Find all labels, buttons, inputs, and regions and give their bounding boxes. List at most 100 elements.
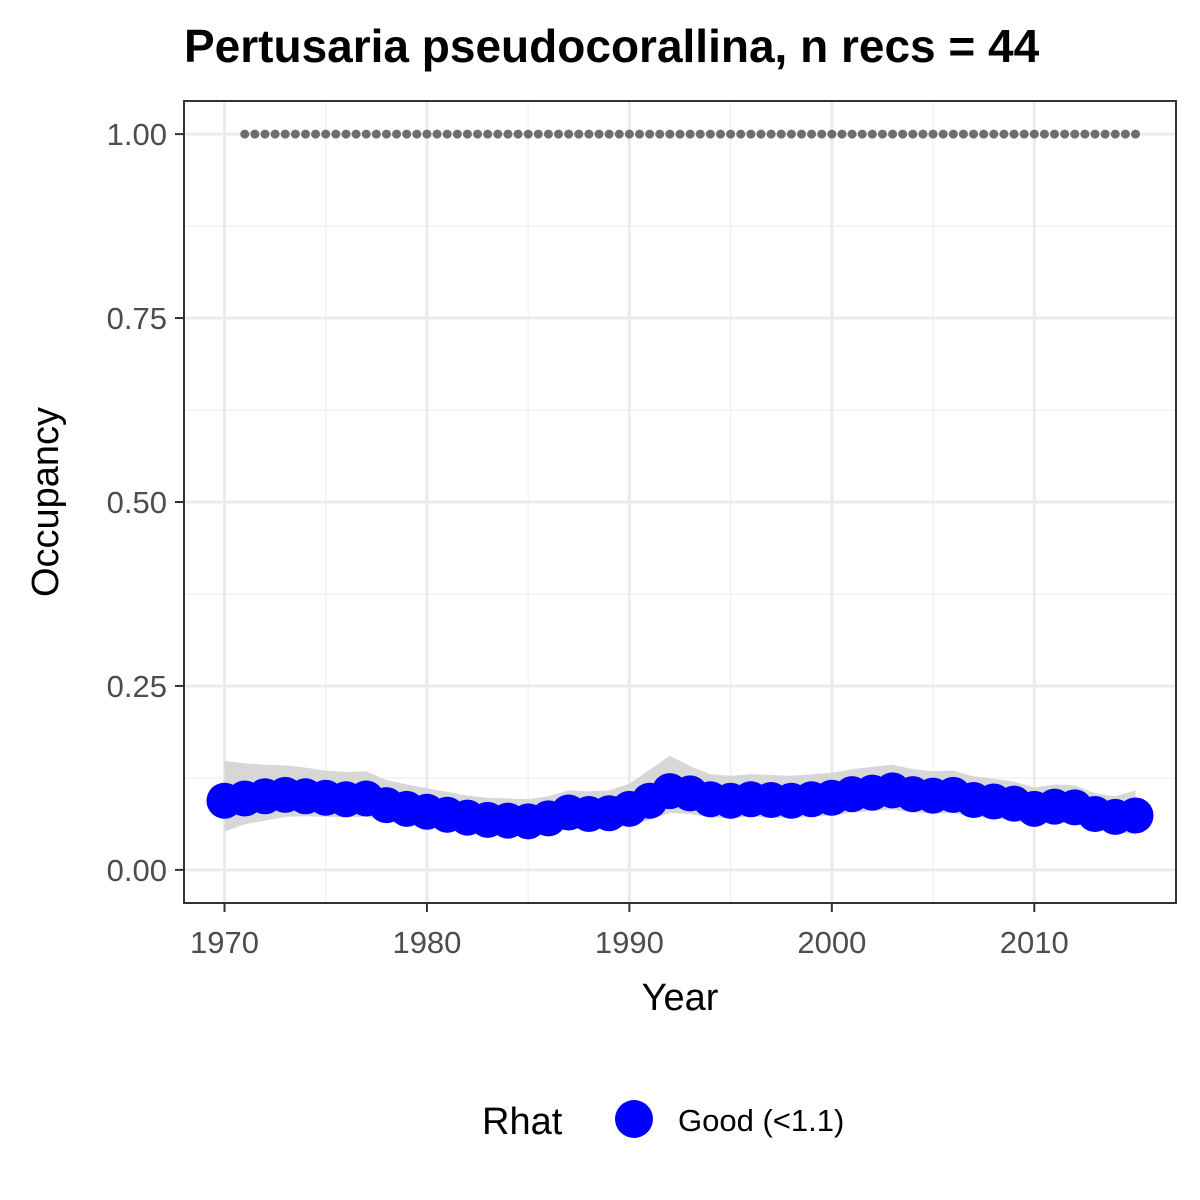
legend-title: Rhat (482, 1101, 563, 1143)
reference-dot (1070, 129, 1080, 139)
reference-dot (240, 129, 250, 139)
reference-dot (523, 129, 533, 139)
reference-dot (442, 129, 452, 139)
reference-dot (938, 129, 948, 139)
reference-dot (1131, 129, 1141, 139)
reference-dot (533, 129, 543, 139)
reference-dot (1110, 129, 1120, 139)
reference-dot (331, 129, 341, 139)
x-tick-label: 2000 (797, 925, 866, 960)
reference-dot (857, 129, 867, 139)
reference-dot (614, 129, 624, 139)
reference-dot (736, 129, 746, 139)
reference-dot (715, 129, 725, 139)
x-axis-label: Year (642, 977, 719, 1019)
reference-dot (807, 129, 817, 139)
reference-dot (635, 129, 645, 139)
reference-dot (705, 129, 715, 139)
reference-dot (867, 129, 877, 139)
reference-dot (513, 129, 523, 139)
reference-dot (675, 129, 685, 139)
reference-dot (776, 129, 786, 139)
reference-dot (300, 129, 310, 139)
reference-dot (574, 129, 584, 139)
grid-lines (184, 101, 1176, 903)
reference-dot (270, 129, 280, 139)
reference-dot (665, 129, 675, 139)
reference-dot (412, 129, 422, 139)
reference-dot (483, 129, 493, 139)
reference-dot (554, 129, 564, 139)
reference-dot (695, 129, 705, 139)
reference-dot (1090, 129, 1100, 139)
reference-dot (888, 129, 898, 139)
reference-dot (969, 129, 979, 139)
reference-dot (351, 129, 361, 139)
reference-dot (877, 129, 887, 139)
reference-dot (928, 129, 938, 139)
legend-key-good (615, 1100, 653, 1138)
reference-dot (594, 129, 604, 139)
reference-dot (493, 129, 503, 139)
reference-dot (1080, 129, 1090, 139)
reference-dot (645, 129, 655, 139)
reference-dot (918, 129, 928, 139)
reference-dot (462, 129, 472, 139)
reference-dot (543, 129, 553, 139)
reference-dot (422, 129, 432, 139)
reference-dot (786, 129, 796, 139)
reference-dot (1039, 129, 1049, 139)
legend-label-good: Good (<1.1) (678, 1103, 844, 1138)
reference-dot (584, 129, 594, 139)
reference-dot (1019, 129, 1029, 139)
reference-dot (250, 129, 260, 139)
chart-title: Pertusaria pseudocorallina, n recs = 44 (184, 20, 1040, 72)
y-tick-label: 0.25 (107, 669, 167, 704)
x-tick-label: 1970 (190, 925, 259, 960)
y-tick-label: 0.75 (107, 301, 167, 336)
reference-dot (1120, 129, 1130, 139)
reference-dot (958, 129, 968, 139)
reference-dot (1100, 129, 1110, 139)
reference-dot (766, 129, 776, 139)
reference-dot (321, 129, 331, 139)
y-tick-label: 1.00 (107, 117, 167, 152)
reference-dot (655, 129, 665, 139)
reference-dot (948, 129, 958, 139)
reference-dot (817, 129, 827, 139)
legend: Rhat Good (<1.1) (482, 1100, 844, 1143)
reference-dot (624, 129, 634, 139)
reference-dot (726, 129, 736, 139)
reference-dot (361, 129, 371, 139)
x-tick-label: 1990 (595, 925, 664, 960)
reference-dot (796, 129, 806, 139)
reference-dot (280, 129, 290, 139)
reference-dot (756, 129, 766, 139)
reference-dot (898, 129, 908, 139)
reference-dot (1009, 129, 1019, 139)
reference-dotted-line (240, 129, 1141, 139)
reference-dot (827, 129, 837, 139)
data-point (1117, 797, 1154, 834)
x-tick-label: 2010 (1000, 925, 1069, 960)
reference-dot (371, 129, 381, 139)
reference-dot (1060, 129, 1070, 139)
reference-dot (260, 129, 270, 139)
x-tick-label: 1980 (392, 925, 461, 960)
occupancy-points (206, 772, 1154, 840)
y-tick-label: 0.00 (107, 853, 167, 888)
reference-dot (473, 129, 483, 139)
reference-dot (989, 129, 999, 139)
reference-dot (1050, 129, 1060, 139)
reference-dot (604, 129, 614, 139)
reference-dot (746, 129, 756, 139)
reference-dot (564, 129, 574, 139)
y-axis: 0.00 0.25 0.50 0.75 1.00 (107, 117, 184, 888)
reference-dot (452, 129, 462, 139)
x-axis: 1970 1980 1990 2000 2010 (190, 903, 1069, 960)
y-axis-label: Occupancy (25, 407, 67, 597)
reference-dot (392, 129, 402, 139)
reference-dot (979, 129, 989, 139)
reference-dot (847, 129, 857, 139)
